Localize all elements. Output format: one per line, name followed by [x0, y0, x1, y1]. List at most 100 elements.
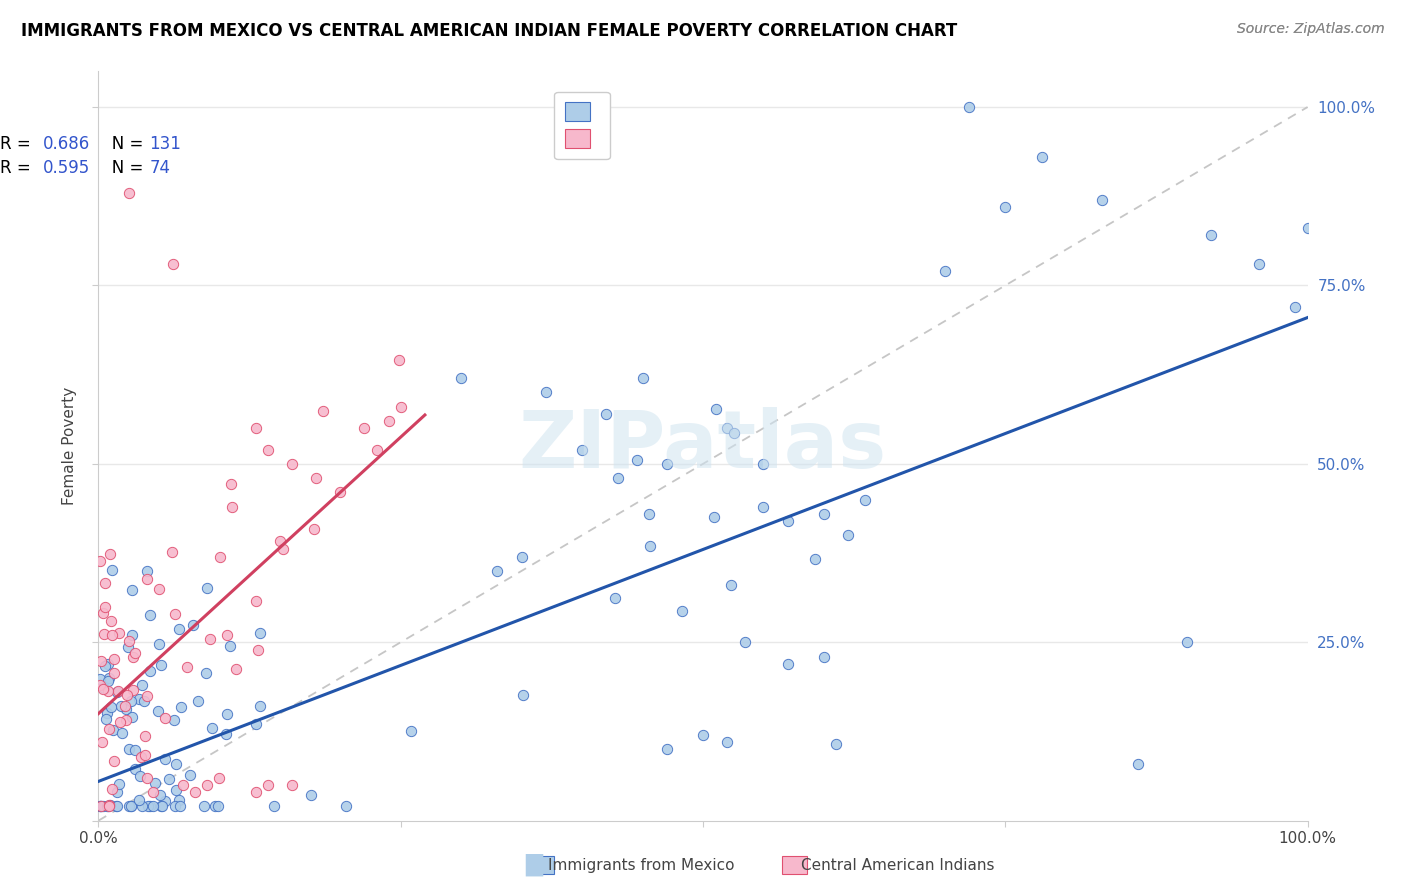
- Point: [704, 402, 727, 417]
- Point: [1175, 635, 1198, 649]
- Point: [97, 673, 120, 688]
- Point: [97, 799, 120, 814]
- Point: [626, 452, 648, 467]
- Point: [89, 799, 111, 814]
- Point: [1199, 228, 1222, 243]
- Point: [149, 799, 172, 814]
- Point: [934, 264, 956, 278]
- Point: [160, 545, 183, 559]
- Point: [813, 507, 835, 521]
- Point: [638, 507, 661, 521]
- Point: [108, 714, 131, 729]
- Point: [121, 710, 143, 724]
- Point: [101, 723, 124, 737]
- Point: [98, 799, 121, 814]
- Point: [121, 694, 143, 708]
- Point: [176, 659, 198, 673]
- Point: [165, 757, 187, 772]
- Point: [93, 576, 115, 591]
- Text: N =: N =: [96, 136, 149, 153]
- Point: [103, 666, 125, 681]
- Point: [118, 799, 141, 814]
- Point: [249, 626, 271, 640]
- Point: [671, 604, 693, 618]
- Point: [595, 407, 617, 421]
- Point: [103, 754, 125, 768]
- Point: [132, 694, 155, 708]
- Point: [716, 735, 738, 749]
- Point: [1249, 257, 1271, 271]
- Point: [150, 799, 173, 814]
- Point: [329, 485, 352, 500]
- Point: [131, 799, 153, 814]
- Point: [299, 788, 322, 802]
- Point: [94, 658, 117, 673]
- Point: [139, 607, 162, 622]
- Point: [90, 799, 112, 814]
- Point: [607, 471, 630, 485]
- Point: [98, 797, 121, 812]
- Point: [134, 729, 156, 743]
- Point: [302, 522, 325, 536]
- Point: [655, 457, 678, 471]
- Point: [115, 713, 138, 727]
- Point: [96, 713, 118, 727]
- Point: [247, 643, 270, 657]
- Point: [377, 414, 399, 428]
- Point: [813, 649, 835, 664]
- Point: [155, 752, 177, 766]
- Point: [89, 678, 111, 692]
- Point: [208, 549, 231, 564]
- Point: [723, 425, 745, 440]
- Point: [197, 581, 219, 595]
- Point: [122, 650, 145, 665]
- Point: [148, 582, 170, 597]
- Point: [110, 698, 132, 713]
- Point: [118, 633, 141, 648]
- Point: [115, 688, 138, 702]
- Point: [631, 371, 654, 385]
- Point: [105, 799, 128, 814]
- Point: [776, 514, 799, 528]
- Point: [135, 573, 157, 587]
- Point: [312, 404, 335, 418]
- Point: [720, 577, 742, 591]
- Point: [692, 728, 714, 742]
- Point: [107, 785, 129, 799]
- Point: [124, 647, 146, 661]
- Point: [215, 628, 238, 642]
- Text: IMMIGRANTS FROM MEXICO VS CENTRAL AMERICAN INDIAN FEMALE POVERTY CORRELATION CHA: IMMIGRANTS FROM MEXICO VS CENTRAL AMERIC…: [21, 22, 957, 40]
- Point: [150, 658, 173, 673]
- Point: [353, 421, 375, 435]
- Text: ZIPatlas: ZIPatlas: [519, 407, 887, 485]
- Text: █: █: [526, 854, 543, 877]
- Point: [121, 583, 143, 598]
- Point: [1296, 221, 1319, 235]
- Point: [225, 662, 247, 676]
- Point: [157, 772, 180, 787]
- Point: [98, 722, 121, 736]
- Point: [128, 793, 150, 807]
- Point: [107, 684, 129, 698]
- Point: [111, 726, 134, 740]
- Point: [195, 778, 218, 792]
- Y-axis label: Female Poverty: Female Poverty: [62, 387, 77, 505]
- Point: [91, 799, 114, 814]
- Text: 74: 74: [149, 160, 170, 178]
- Point: [138, 799, 160, 814]
- Point: [388, 352, 411, 367]
- Point: [734, 635, 756, 649]
- Point: [136, 564, 159, 578]
- Point: [97, 684, 120, 698]
- Point: [165, 607, 187, 622]
- Point: [135, 771, 157, 785]
- Text: 0.686: 0.686: [42, 136, 90, 153]
- Point: [118, 186, 141, 200]
- Point: [118, 742, 141, 756]
- Point: [120, 799, 142, 814]
- Point: [163, 799, 186, 814]
- Point: [204, 799, 226, 814]
- Point: [335, 799, 357, 814]
- Point: [135, 690, 157, 704]
- Text: R =: R =: [0, 136, 37, 153]
